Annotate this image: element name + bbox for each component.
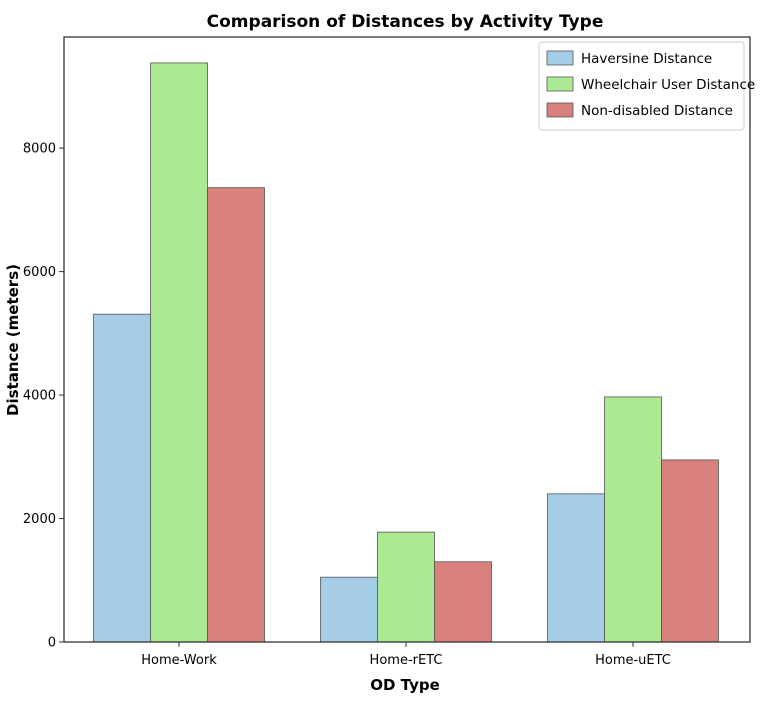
- y-tick-label: 2000: [23, 512, 56, 527]
- legend: Haversine Distance Wheelchair User Distan…: [538, 41, 755, 131]
- legend-swatch: [546, 76, 574, 92]
- y-tick-label: 4000: [23, 389, 56, 404]
- bar-home-work-wheelchair-user-distance: [150, 62, 208, 643]
- plot-area: [93, 62, 719, 643]
- legend-frame: [538, 41, 745, 131]
- bar-home-work-haversine-distance: [93, 313, 151, 643]
- x-axis-label: OD Type: [370, 676, 440, 694]
- legend-label: Non-disabled Distance: [581, 103, 733, 119]
- bar-home-retc-non-disabled-distance: [434, 561, 492, 643]
- x-axis: Home-Work Home-rETC Home-uETC: [141, 642, 671, 668]
- chart-title: Comparison of Distances by Activity Type: [207, 12, 604, 32]
- legend-swatch: [546, 102, 574, 118]
- bar-home-retc-haversine-distance: [320, 576, 378, 643]
- bar-home-work-non-disabled-distance: [207, 187, 265, 643]
- bar-home-uetc-non-disabled-distance: [661, 459, 719, 643]
- x-tick-label: Home-uETC: [595, 653, 671, 668]
- y-axis-label: Distance (meters): [4, 264, 22, 416]
- x-tick-label: Home-Work: [141, 653, 217, 668]
- legend-label: Wheelchair User Distance: [581, 77, 755, 93]
- y-tick-label: 8000: [23, 142, 56, 157]
- bar-home-retc-wheelchair-user-distance: [377, 531, 435, 643]
- y-tick-label: 6000: [23, 265, 56, 280]
- plot-frame: [63, 36, 751, 643]
- bar-home-uetc-haversine-distance: [547, 493, 605, 643]
- legend-label: Haversine Distance: [581, 51, 712, 67]
- x-tick-label: Home-rETC: [370, 653, 443, 668]
- y-axis: 0 2000 4000 6000 8000: [23, 142, 64, 651]
- y-tick-label: 0: [48, 636, 56, 651]
- bar-home-uetc-wheelchair-user-distance: [604, 396, 662, 643]
- legend-swatch: [546, 50, 574, 66]
